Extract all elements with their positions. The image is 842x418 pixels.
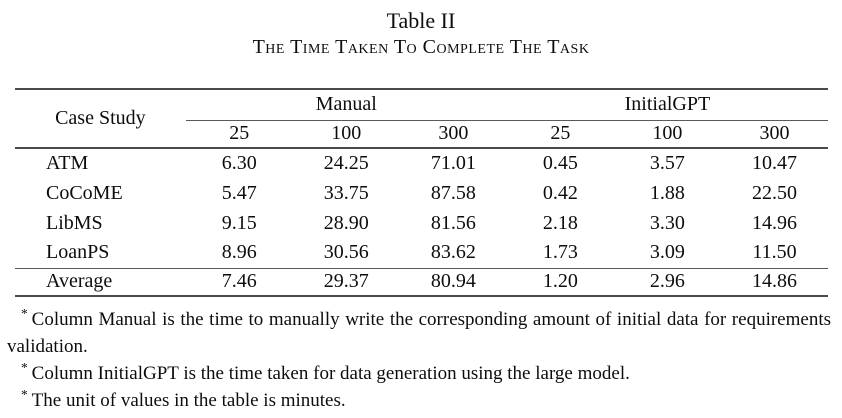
cell-value: 14.86	[751, 270, 797, 293]
header-group-row: Case Study Manual InitialGPT	[15, 89, 828, 149]
table-title: The Time Taken To Complete The Task	[252, 36, 590, 58]
cell-value: 1.20	[542, 270, 578, 293]
footnote-manual: * Column Manual is the time to manually w…	[7, 306, 831, 360]
cell-value: 10.47	[751, 152, 797, 174]
column-group-manual: Manual	[185, 89, 507, 121]
cell-value: 87.58	[430, 181, 476, 204]
table-footnotes: * Column Manual is the time to manually w…	[7, 306, 831, 414]
cell-value: 14.96	[751, 211, 797, 234]
table-row-average: Average 7.46 29.37 80.94 1.20 2.96 14.86	[15, 268, 828, 296]
cell-value: 0.42	[542, 181, 578, 204]
subheader-manual-300: 300	[399, 120, 507, 149]
row-label-atm: ATM	[46, 152, 89, 174]
cell-value: 2.96	[649, 270, 685, 293]
results-table: Case Study Manual InitialGPT 25 100 300 …	[15, 88, 828, 297]
cell-value: 71.01	[430, 152, 476, 174]
cell-value: 0.45	[542, 152, 578, 174]
asterisk-marker: *	[21, 386, 28, 402]
row-label-cocome: CoCoME	[46, 181, 123, 204]
header-subrow: 25 100 300 25 100 300	[15, 120, 828, 149]
footnote-text: Column Manual is the time to manually wr…	[7, 309, 831, 357]
table-body: ATM 6.30 24.25 71.01 0.45 3.57 10.47 CoC…	[15, 148, 828, 268]
cell-value: 3.57	[649, 152, 685, 174]
cell-value: 3.30	[649, 211, 685, 234]
asterisk-marker: *	[21, 305, 28, 321]
table-number: Table II	[386, 8, 456, 33]
cell-value: 30.56	[323, 241, 369, 264]
footnote-text: The unit of values in the table is minut…	[31, 390, 346, 411]
table-row-cocome: CoCoME 5.47 33.75 87.58 0.42 1.88 22.50	[15, 178, 828, 208]
subheader-initialgpt-100: 100	[613, 120, 721, 149]
footnote-unit: * The unit of values in the table is minu…	[7, 387, 831, 414]
table-row-libms: LibMS 9.15 28.90 81.56 2.18 3.30 14.96	[15, 208, 828, 238]
cell-value: 81.56	[430, 211, 476, 234]
cell-value: 9.15	[221, 211, 257, 234]
column-group-initialgpt: InitialGPT	[506, 89, 828, 121]
cell-value: 7.46	[221, 270, 257, 293]
cell-value: 2.18	[542, 211, 578, 234]
cell-value: 28.90	[323, 211, 369, 234]
cell-value: 3.09	[649, 241, 685, 264]
footnote-text: Column InitialGPT is the time taken for …	[31, 363, 630, 384]
cell-value: 8.96	[221, 241, 257, 264]
cell-value: 80.94	[430, 270, 476, 293]
table-caption: Table II The Time Taken To Complete The …	[0, 8, 842, 60]
row-label-loanps: LoanPS	[46, 241, 110, 264]
cell-value: 1.88	[649, 181, 685, 204]
table-row-loanps: LoanPS 8.96 30.56 83.62 1.73 3.09 11.50	[15, 238, 828, 268]
subheader-initialgpt-25: 25	[506, 120, 614, 149]
row-label-average: Average	[46, 270, 113, 293]
column-header-case-study: Case Study	[15, 89, 186, 149]
subheader-manual-100: 100	[292, 120, 400, 149]
subheader-initialgpt-300: 300	[720, 120, 828, 149]
row-label-libms: LibMS	[46, 211, 103, 234]
cell-value: 24.25	[323, 152, 369, 174]
table-summary: Average 7.46 29.37 80.94 1.20 2.96 14.86	[15, 268, 828, 296]
cell-value: 33.75	[323, 181, 369, 204]
footnote-initialgpt: * Column InitialGPT is the time taken for…	[7, 360, 831, 387]
cell-value: 1.73	[542, 241, 578, 264]
cell-value: 6.30	[221, 152, 257, 174]
subheader-manual-25: 25	[185, 120, 293, 149]
cell-value: 11.50	[752, 241, 797, 264]
cell-value: 5.47	[221, 181, 257, 204]
cell-value: 29.37	[323, 270, 369, 293]
cell-value: 22.50	[751, 181, 797, 204]
asterisk-marker: *	[21, 359, 28, 375]
table-header: Case Study Manual InitialGPT 25 100 300 …	[15, 89, 828, 149]
cell-value: 83.62	[430, 241, 476, 264]
table-row-atm: ATM 6.30 24.25 71.01 0.45 3.57 10.47	[15, 148, 828, 178]
